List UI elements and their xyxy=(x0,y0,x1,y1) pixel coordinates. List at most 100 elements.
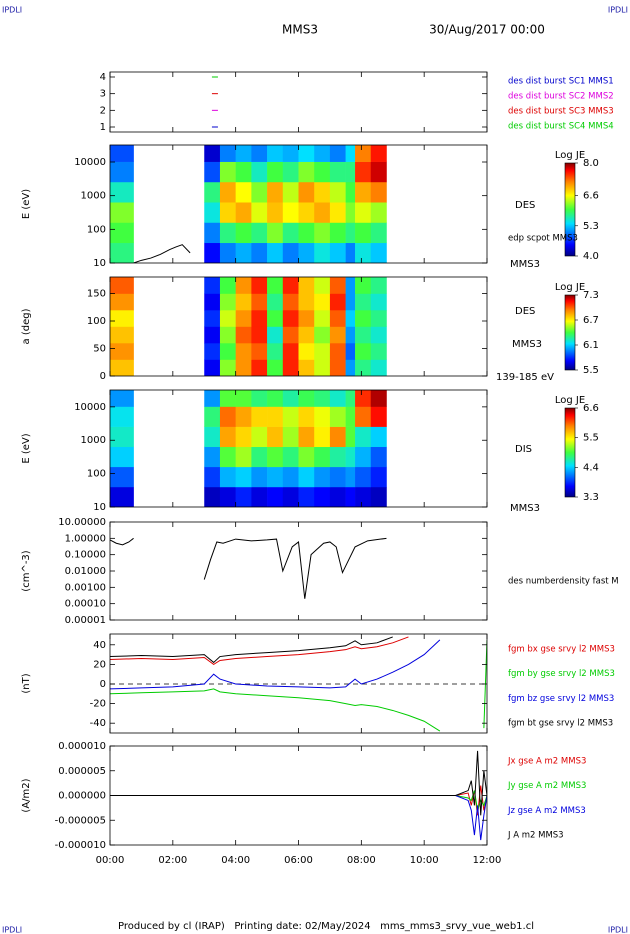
heatmap-cell xyxy=(345,326,356,344)
heatmap-cell xyxy=(110,277,134,294)
y-tick-label: -40 xyxy=(90,718,106,729)
heatmap-cell xyxy=(251,343,268,360)
heatmap-cell xyxy=(110,242,134,263)
colorbar-label: 8.0 xyxy=(583,158,599,169)
y-tick-label: 0.000000 xyxy=(58,791,106,802)
x-tick-label: 02:00 xyxy=(158,855,187,866)
heatmap-cell xyxy=(204,181,221,203)
series-line xyxy=(110,639,441,690)
heatmap-cell xyxy=(370,466,387,488)
colorbar xyxy=(564,294,576,371)
plot-area xyxy=(110,636,487,732)
heatmap-cell xyxy=(345,390,356,407)
heatmap-cell xyxy=(219,466,236,488)
y-tick-label: 100 xyxy=(87,224,106,235)
heatmap-cell xyxy=(110,181,134,203)
heatmap-cell xyxy=(329,406,346,427)
heatmap-cell xyxy=(267,406,284,427)
y-tick-label: 1000 xyxy=(81,191,106,202)
heatmap-cell xyxy=(329,390,346,407)
colorbar xyxy=(564,407,576,498)
y-tick-label: 0.00001 xyxy=(65,615,106,626)
heatmap-cell xyxy=(329,486,346,507)
x-tick-label: 12:00 xyxy=(473,855,502,866)
heatmap-cell xyxy=(110,310,134,327)
heatmap-cell xyxy=(298,406,315,427)
y-axis-label: (nT) xyxy=(21,673,32,693)
heatmap-cell xyxy=(370,406,387,427)
colorbar-label: 6.6 xyxy=(583,403,599,414)
heatmap-cell xyxy=(355,293,372,311)
plot-area xyxy=(110,390,387,507)
plot-area xyxy=(110,277,387,376)
heatmap-cell xyxy=(370,390,387,407)
heatmap-cell xyxy=(235,426,252,448)
heatmap-cell xyxy=(345,486,356,507)
annotation: DIS xyxy=(515,444,532,455)
heatmap-cell xyxy=(282,145,299,162)
heatmap-cell xyxy=(251,359,268,376)
colorbar-label: 5.5 xyxy=(583,433,599,444)
legend-label: fgm bx gse srvy l2 MMS3 xyxy=(508,644,615,654)
colorbar-label: 6.1 xyxy=(583,340,599,351)
heatmap-cell xyxy=(110,486,134,507)
heatmap-cell xyxy=(235,390,252,407)
heatmap-cell xyxy=(298,181,315,203)
series-line xyxy=(133,244,191,263)
heatmap-cell xyxy=(267,343,284,360)
heatmap-cell xyxy=(219,343,236,360)
heatmap-cell xyxy=(110,202,134,223)
heatmap-cell xyxy=(204,486,221,507)
heatmap-cell xyxy=(282,293,299,311)
heatmap-cell xyxy=(314,326,331,344)
heatmap-cell xyxy=(370,277,387,294)
heatmap-cell xyxy=(204,343,221,360)
heatmap-cell xyxy=(298,202,315,223)
y-tick-label: 20 xyxy=(93,659,106,670)
heatmap-cell xyxy=(204,310,221,327)
y-tick-label: -0.000005 xyxy=(55,815,106,826)
heatmap-cell xyxy=(355,326,372,344)
heatmap-cell xyxy=(267,446,284,468)
heatmap-cell xyxy=(251,181,268,203)
heatmap-cell xyxy=(345,310,356,327)
y-tick-label: 4 xyxy=(100,72,106,83)
heatmap-cell xyxy=(314,406,331,427)
heatmap-cell xyxy=(370,242,387,263)
y-tick-label: 10000 xyxy=(74,402,106,413)
colorbar-label: 7.3 xyxy=(583,290,599,301)
heatmap-cell xyxy=(329,277,346,294)
heatmap-cell xyxy=(314,202,331,223)
heatmap-cell xyxy=(345,222,356,244)
heatmap-cell xyxy=(267,466,284,488)
heatmap-cell xyxy=(282,181,299,203)
heatmap-cell xyxy=(251,222,268,244)
heatmap-cell xyxy=(219,390,236,407)
heatmap-cell xyxy=(370,202,387,223)
heatmap-cell xyxy=(204,426,221,448)
heatmap-cell xyxy=(110,426,134,448)
heatmap-cell xyxy=(204,466,221,488)
heatmap-cell xyxy=(282,406,299,427)
heatmap-cell xyxy=(204,222,221,244)
y-tick-label: 10 xyxy=(93,258,106,269)
legend-label: des dist burst SC3 MMS3 xyxy=(508,107,614,117)
heatmap-cell xyxy=(298,293,315,311)
x-tick-label: 08:00 xyxy=(347,855,376,866)
colorbar-title: Log JE xyxy=(555,282,585,293)
heatmap-cell xyxy=(298,343,315,360)
legend-label: Jx gse A m2 MMS3 xyxy=(507,756,586,766)
heatmap-cell xyxy=(204,202,221,223)
heatmap-cell xyxy=(282,242,299,263)
y-tick-label: 1000 xyxy=(81,435,106,446)
legend-label: des numberdensity fast M xyxy=(508,576,619,586)
heatmap-cell xyxy=(267,222,284,244)
heatmap-cell xyxy=(110,293,134,311)
logo: IPDLI xyxy=(608,6,628,15)
y-axis-label: E (eV) xyxy=(21,433,32,463)
legend-label: fgm bz gse srvy l2 MMS3 xyxy=(508,694,614,704)
heatmap-cell xyxy=(235,181,252,203)
y-tick-label: -20 xyxy=(90,699,106,710)
heatmap-cell xyxy=(314,222,331,244)
heatmap-cell xyxy=(314,390,331,407)
